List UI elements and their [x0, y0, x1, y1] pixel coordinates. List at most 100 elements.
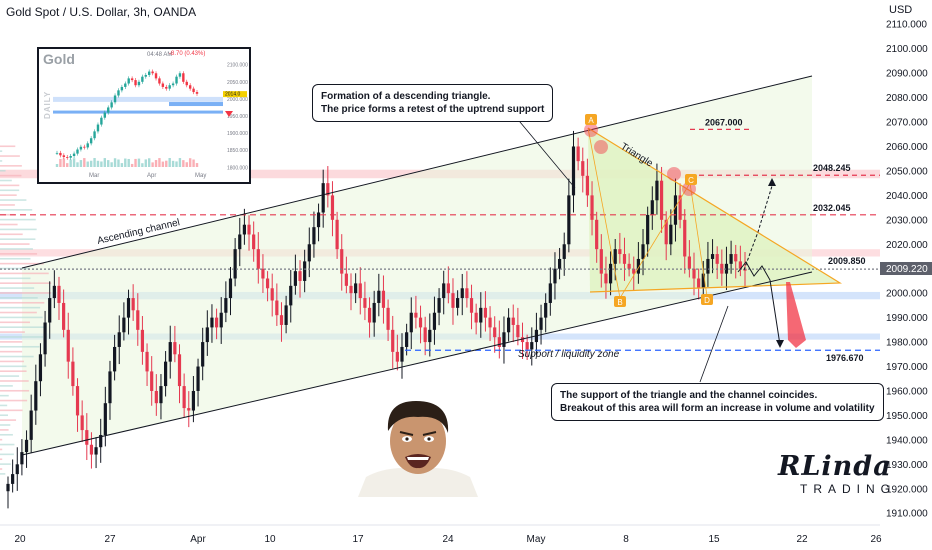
candle-body: [340, 249, 344, 274]
volume-profile-bar: [0, 448, 3, 451]
candle-body: [289, 285, 293, 306]
y-tick-label: 1990.000: [886, 313, 928, 324]
volume-profile-bar: [0, 443, 15, 446]
channel-upper-line[interactable]: [21, 75, 813, 269]
y-tick-label: 2020.000: [886, 240, 928, 251]
candle-body: [11, 474, 15, 484]
candle-body: [238, 234, 242, 250]
candle-body: [312, 227, 316, 245]
candle-body: [363, 298, 367, 308]
candle-body: [377, 290, 381, 303]
level-label: 2048.245: [813, 163, 851, 173]
candle-body: [530, 342, 534, 350]
volume-profile-bar: [0, 350, 23, 353]
volume-profile-bar: [0, 438, 3, 441]
candle-body: [599, 249, 603, 274]
inset-volume-bar: [117, 159, 120, 167]
volume-profile-bar: [0, 253, 38, 255]
price-axis[interactable]: 2110.000 2100.000 2090.000 2080.000 2070.000…: [886, 20, 928, 520]
y-tick-label: 2060.000: [886, 142, 928, 153]
volume-profile-bar: [0, 341, 23, 343]
inset-volume-bar: [110, 162, 113, 167]
volume-profile-bar: [0, 419, 17, 421]
channel-lower-line[interactable]: [21, 271, 813, 456]
volume-profile: [0, 145, 52, 475]
candle-body: [326, 183, 330, 196]
candle-body: [140, 329, 145, 352]
volume-profile-bar: [0, 204, 15, 206]
volume-profile-bar: [0, 316, 43, 319]
inset-candle-body: [100, 117, 103, 125]
x-tick-label: Apr: [190, 534, 206, 545]
time-axis[interactable]: 20 27 Apr 10 17 24 May 8 15 22 26: [14, 534, 882, 545]
inset-volume-bar: [161, 161, 165, 167]
y-tick-label: 2050.000: [886, 166, 928, 177]
candle-body: [62, 302, 66, 330]
candle-body: [673, 195, 678, 225]
svg-text:D: D: [704, 296, 710, 305]
inset-volume-bar: [120, 163, 124, 167]
candle-body: [275, 300, 279, 316]
volume-profile-bar: [0, 292, 52, 294]
candle-body: [252, 234, 256, 250]
triangle-outline[interactable]: [587, 127, 843, 293]
candles-group: [6, 130, 747, 509]
level-label: 2067.000: [705, 117, 743, 127]
inset-candle-body: [83, 146, 86, 148]
candle-body: [409, 312, 413, 333]
callout-top-pointer: [514, 115, 576, 189]
candle-body: [710, 254, 715, 259]
volume-profile-bar: [0, 458, 3, 461]
x-tick-label: 24: [442, 534, 454, 545]
volume-profile-bar: [0, 287, 35, 289]
inset-volume-bar: [113, 158, 117, 167]
inset-volume-bar: [178, 158, 182, 167]
inset-candle-body: [154, 73, 158, 79]
volume-profile-bar: [0, 424, 11, 426]
candle-body: [405, 332, 409, 347]
volume-profile-bar: [0, 360, 24, 363]
volume-profile-bar: [0, 355, 34, 358]
inset-price-tag-text: 2014.0: [225, 92, 241, 98]
volume-profile-bar: [0, 375, 20, 377]
candle-body: [520, 337, 525, 343]
inset-volume-bar: [144, 159, 147, 167]
triangle-fill: [588, 128, 840, 292]
candle-body: [701, 273, 705, 289]
candle-body: [595, 219, 599, 250]
y-tick-label: 1940.000: [886, 435, 928, 446]
candle-body: [150, 371, 154, 391]
volume-profile-bar: [0, 429, 9, 431]
y-tick-label: 2080.000: [886, 93, 928, 104]
volume-profile-bar: [0, 370, 27, 373]
touch-circle: [584, 123, 598, 137]
volume-profile-bar: [0, 297, 38, 299]
inset-candle-body: [141, 76, 144, 82]
candle-body: [697, 278, 701, 289]
abcd-path[interactable]: [587, 127, 708, 300]
inset-candle-body: [134, 80, 137, 86]
point-label-c: C: [685, 174, 697, 185]
volume-profile-bar: [0, 409, 23, 412]
candle-body: [734, 254, 738, 262]
candle-body: [177, 354, 182, 387]
candle-body: [316, 212, 321, 228]
candle-body: [423, 327, 427, 343]
inset-volume-bar: [134, 158, 137, 167]
candle-body: [632, 268, 636, 274]
symbol-title[interactable]: Gold Spot / U.S. Dollar, 3h, OANDA: [6, 5, 197, 19]
candle-body: [618, 249, 622, 255]
inset-volume-bar: [86, 161, 89, 167]
volume-profile-bar: [0, 160, 3, 162]
candle-body: [214, 317, 219, 328]
volume-profile-bar: [0, 145, 16, 148]
candle-body: [307, 244, 311, 262]
inset-candle-body: [59, 152, 62, 156]
candle-body: [562, 244, 566, 259]
candle-body: [94, 447, 98, 455]
x-tick-label: 17: [352, 534, 364, 545]
volume-profile-bar: [0, 248, 33, 250]
level-label: 2032.045: [813, 203, 851, 213]
candle-body: [567, 195, 571, 245]
candle-body: [242, 224, 246, 235]
